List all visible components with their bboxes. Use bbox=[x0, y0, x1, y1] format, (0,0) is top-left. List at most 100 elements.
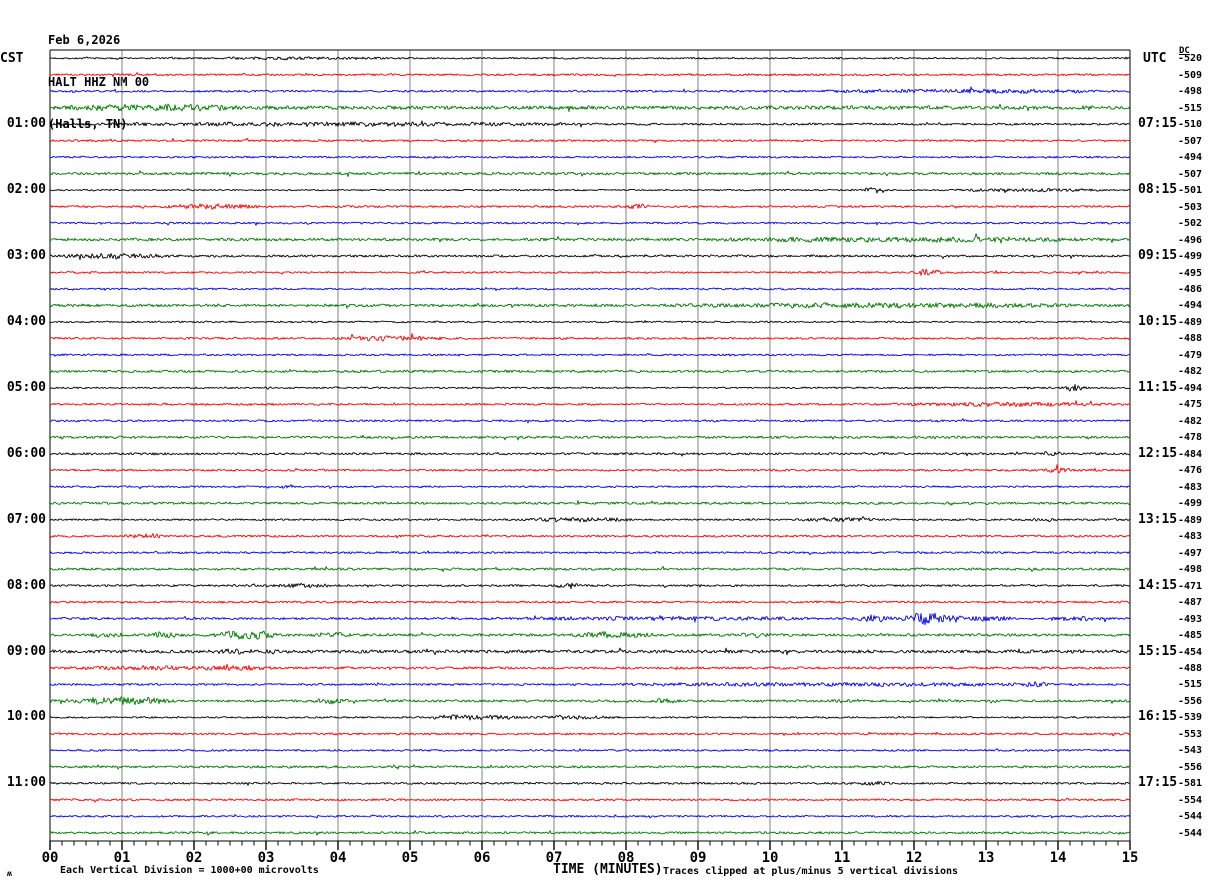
seismo-trace-row-8 bbox=[49, 187, 1131, 194]
dc-offset-value: -499 bbox=[1178, 498, 1203, 510]
seismo-trace-row-36 bbox=[49, 647, 1131, 656]
dc-offset-value: -475 bbox=[1178, 399, 1203, 411]
seismo-trace-row-0 bbox=[49, 56, 1131, 61]
dc-offset-value: -478 bbox=[1178, 432, 1203, 444]
dc-offset-value: -498 bbox=[1178, 86, 1203, 98]
seismo-trace-row-32 bbox=[49, 582, 1131, 590]
seismo-trace-row-28 bbox=[49, 516, 1131, 523]
x-tick-label: 13 bbox=[978, 850, 995, 866]
utc-hour-label: 15:15 bbox=[1138, 643, 1178, 659]
vertical-division-note: Each Vertical Division = 1000+00 microvo… bbox=[60, 865, 319, 876]
cst-hour-label: 03:00 bbox=[6, 248, 46, 263]
dc-offset-value: -499 bbox=[1178, 251, 1203, 262]
dc-offset-value: -482 bbox=[1178, 415, 1203, 427]
seismo-trace-row-20 bbox=[49, 384, 1131, 392]
seismo-trace-row-9 bbox=[49, 203, 1131, 210]
dc-offset-value: -489 bbox=[1178, 316, 1203, 328]
x-tick-label: 00 bbox=[42, 850, 59, 866]
x-axis-caption: TIME (MINUTES) bbox=[553, 862, 663, 877]
seismo-trace-row-45 bbox=[49, 797, 1131, 803]
dc-offset-value: -554 bbox=[1178, 794, 1203, 806]
seismo-trace-row-37 bbox=[49, 663, 1131, 671]
seismo-trace-row-14 bbox=[49, 286, 1131, 292]
cst-hour-label: 02:00 bbox=[6, 182, 46, 198]
dc-offset-value: -489 bbox=[1178, 514, 1203, 526]
seismo-trace-row-22 bbox=[49, 418, 1131, 424]
seismo-trace-row-41 bbox=[49, 731, 1131, 737]
cst-hour-label: 09:00 bbox=[6, 643, 46, 659]
x-tick-label: 10 bbox=[762, 850, 779, 866]
seismo-trace-row-3 bbox=[49, 103, 1131, 113]
seismo-trace-row-11 bbox=[49, 233, 1130, 244]
seismo-trace-row-15 bbox=[49, 302, 1131, 309]
dc-offset-value: -476 bbox=[1178, 465, 1203, 477]
seismo-trace-row-30 bbox=[49, 550, 1131, 556]
cst-hour-label: 05:00 bbox=[6, 379, 46, 395]
seismo-trace-row-13 bbox=[49, 268, 1131, 276]
utc-hour-label: 11:15 bbox=[1138, 379, 1178, 395]
x-tick-label: 14 bbox=[1050, 850, 1067, 866]
dc-offset-value: -497 bbox=[1178, 547, 1203, 559]
cst-hour-label: 07:00 bbox=[6, 511, 46, 527]
cst-hour-label: 06:00 bbox=[6, 445, 46, 461]
seismo-trace-row-44 bbox=[49, 780, 1131, 786]
dc-offset-value: -515 bbox=[1178, 679, 1203, 691]
seismo-trace-row-2 bbox=[50, 86, 1131, 94]
seismo-trace-row-42 bbox=[49, 748, 1131, 752]
seismo-trace-row-23 bbox=[49, 434, 1131, 441]
x-tick-label: 01 bbox=[114, 850, 131, 866]
seismo-trace-row-24 bbox=[49, 451, 1131, 457]
seismo-trace-row-25 bbox=[49, 464, 1131, 474]
cst-hour-label: 04:00 bbox=[6, 313, 46, 329]
seismo-trace-row-43 bbox=[49, 764, 1131, 770]
x-tick-label: 15 bbox=[1122, 850, 1139, 866]
dc-offset-value: -501 bbox=[1178, 185, 1203, 197]
utc-hour-label: 13:15 bbox=[1138, 511, 1178, 527]
x-tick-label: 02 bbox=[186, 850, 203, 866]
dc-offset-value: -486 bbox=[1178, 283, 1203, 295]
cst-hour-label: 11:00 bbox=[6, 775, 46, 791]
seismo-trace-row-34 bbox=[49, 612, 1131, 626]
cst-hour-label: 10:00 bbox=[6, 709, 46, 725]
seismo-trace-row-47 bbox=[49, 830, 1131, 836]
utc-hour-label: 17:15 bbox=[1138, 775, 1178, 791]
dc-offset-value: -543 bbox=[1178, 745, 1203, 757]
title-date: Feb 6,2026 bbox=[48, 33, 121, 47]
seismo-trace-row-39 bbox=[49, 696, 1131, 706]
seismo-trace-row-21 bbox=[49, 400, 1131, 408]
seismo-trace-row-33 bbox=[49, 600, 1131, 604]
seismo-trace-row-16 bbox=[49, 319, 1131, 324]
dc-offset-value: -509 bbox=[1178, 69, 1203, 81]
x-tick-label: 03 bbox=[258, 850, 275, 866]
seismo-trace-row-27 bbox=[49, 500, 1131, 506]
x-tick-label: 12 bbox=[906, 850, 923, 866]
dc-offset-value: -539 bbox=[1178, 712, 1203, 724]
dc-offset-value: -507 bbox=[1178, 168, 1203, 180]
seismo-trace-row-46 bbox=[49, 814, 1131, 819]
utc-hour-label: 12:15 bbox=[1138, 445, 1178, 461]
dc-offset-value: -488 bbox=[1178, 333, 1203, 345]
dc-offset-value: -495 bbox=[1178, 267, 1203, 279]
seismo-trace-row-29 bbox=[49, 533, 1131, 539]
dc-offset-value: -581 bbox=[1178, 778, 1203, 790]
dc-offset-value: -485 bbox=[1178, 630, 1203, 641]
dc-offset-value: -454 bbox=[1178, 646, 1203, 658]
dc-offset-value: -493 bbox=[1178, 613, 1203, 625]
x-tick-label: 05 bbox=[402, 850, 419, 866]
dc-offset-value: -502 bbox=[1178, 218, 1203, 229]
dc-offset-value: -479 bbox=[1178, 349, 1203, 361]
title-station: HALT HHZ NM 00 bbox=[48, 75, 150, 89]
dc-offset-value: -471 bbox=[1178, 580, 1203, 592]
utc-hour-label: 14:15 bbox=[1138, 577, 1178, 593]
utc-hour-label: 16:15 bbox=[1138, 709, 1178, 725]
cst-hour-label: 01:00 bbox=[6, 116, 46, 132]
x-tick-label: 09 bbox=[690, 850, 707, 866]
x-tick-label: 07 bbox=[546, 850, 563, 866]
dc-offset-value: -483 bbox=[1178, 531, 1203, 543]
seismo-trace-row-18 bbox=[49, 352, 1131, 357]
dc-offset-header: DC bbox=[1179, 46, 1190, 56]
x-tick-label: 06 bbox=[474, 850, 491, 866]
dc-offset-value: -544 bbox=[1178, 811, 1203, 823]
